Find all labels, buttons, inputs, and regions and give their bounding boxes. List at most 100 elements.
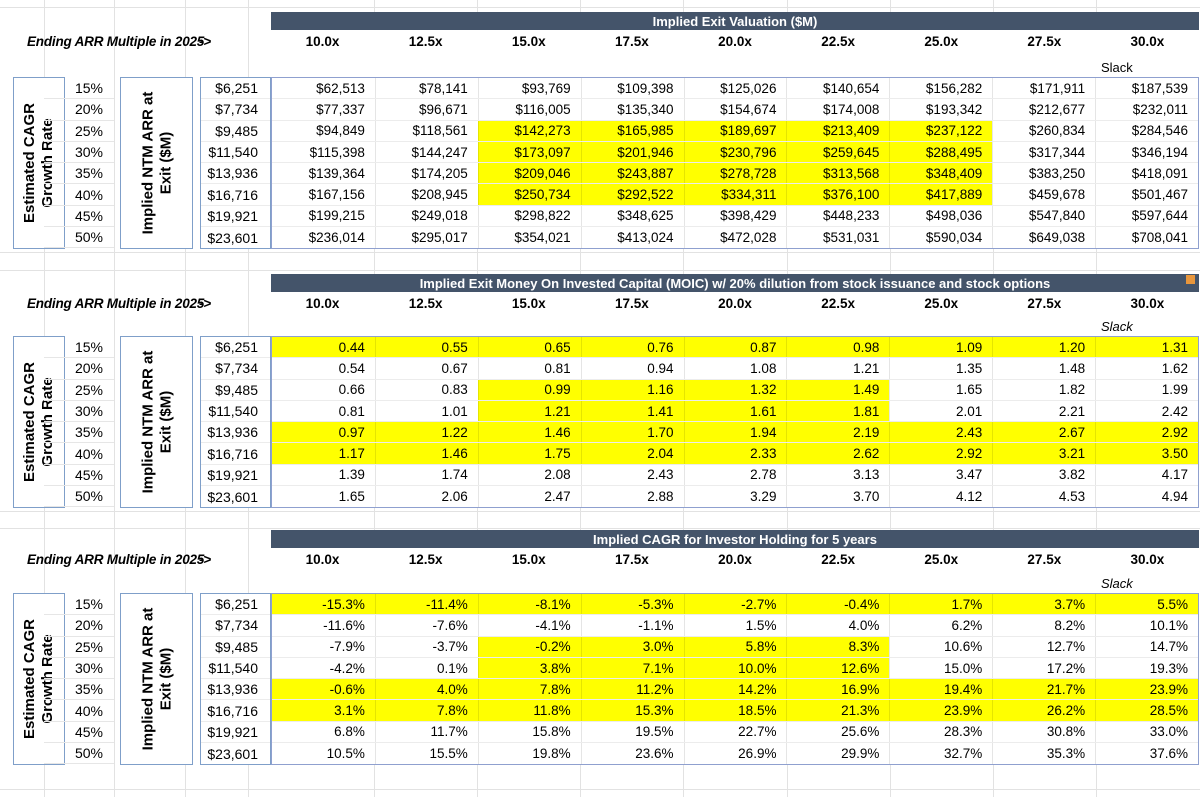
- column-header-cell[interactable]: 20.0x: [718, 552, 752, 567]
- data-cell[interactable]: 1.09: [889, 337, 993, 358]
- column-header-cell[interactable]: 25.0x: [924, 552, 959, 567]
- arr-value-cell[interactable]: $6,251: [201, 594, 270, 616]
- data-cell[interactable]: 16.9%: [786, 679, 890, 700]
- data-cell[interactable]: 4.0%: [786, 615, 889, 636]
- data-cell[interactable]: 0.67: [374, 358, 478, 379]
- data-cell[interactable]: -7.6%: [374, 615, 478, 636]
- data-cell[interactable]: 0.97: [272, 422, 375, 443]
- data-cell[interactable]: 3.7%: [992, 594, 1096, 615]
- rotated-label-growth-rate[interactable]: Estimated CAGR Growth Rate: [13, 336, 65, 509]
- data-cell[interactable]: 1.65: [338, 489, 365, 505]
- data-cell[interactable]: 2.88: [580, 486, 684, 508]
- data-cell[interactable]: 7.1%: [580, 657, 684, 679]
- growth-rate-cell[interactable]: 50%: [44, 227, 114, 249]
- column-header-cell[interactable]: 17.5x: [614, 34, 649, 49]
- data-cell[interactable]: 2.43: [889, 422, 993, 443]
- arr-value-cell[interactable]: $19,921: [201, 465, 270, 487]
- data-cell[interactable]: 10.0%: [683, 657, 787, 679]
- data-cell[interactable]: 1.08: [683, 358, 787, 379]
- data-cell[interactable]: 0.76: [580, 337, 684, 358]
- arr-value-cell[interactable]: $13,936: [201, 679, 270, 701]
- data-cell[interactable]: 3.1%: [272, 700, 375, 721]
- data-cell[interactable]: 0.98: [786, 337, 890, 358]
- data-cell[interactable]: 30.8%: [992, 721, 1095, 743]
- arr-value-cell[interactable]: $7,734: [201, 99, 270, 121]
- data-cell[interactable]: 29.9%: [786, 743, 889, 765]
- data-cell[interactable]: $212,677: [992, 99, 1095, 120]
- data-cell[interactable]: $348,625: [580, 205, 684, 227]
- data-cell[interactable]: 2.92: [1095, 422, 1199, 443]
- data-cell[interactable]: 0.66: [338, 382, 365, 398]
- data-cell[interactable]: 19.4%: [889, 679, 993, 700]
- data-cell[interactable]: $649,038: [992, 227, 1095, 249]
- data-cell[interactable]: $173,097: [477, 141, 581, 163]
- data-cell[interactable]: 6.2%: [889, 615, 992, 636]
- slack-label-cell[interactable]: Slack: [1101, 576, 1133, 591]
- data-cell[interactable]: 8.2%: [992, 615, 1095, 636]
- column-header-cell[interactable]: 27.5x: [1027, 552, 1062, 567]
- data-cell[interactable]: 1.01: [374, 400, 478, 422]
- data-cell[interactable]: $418,091: [1095, 163, 1198, 184]
- data-cell[interactable]: 1.7%: [889, 594, 993, 615]
- growth-rate-cell[interactable]: 45%: [44, 206, 114, 228]
- data-cell[interactable]: $115,398: [309, 144, 365, 160]
- data-cell[interactable]: 26.9%: [683, 743, 787, 765]
- ending-arr-multiple-label[interactable]: Ending ARR Multiple in 2025: [27, 34, 205, 49]
- column-header-cell[interactable]: 10.0x: [305, 296, 340, 311]
- data-cell[interactable]: $250,734: [477, 184, 581, 205]
- data-cell[interactable]: 19.8%: [477, 743, 581, 765]
- data-cell[interactable]: 0.83: [374, 379, 478, 400]
- arr-value-cell[interactable]: $6,251: [201, 337, 270, 359]
- growth-rate-cell[interactable]: 25%: [44, 121, 114, 142]
- arr-value-cell[interactable]: $13,936: [201, 163, 270, 185]
- column-header-cell[interactable]: 20.0x: [718, 296, 752, 311]
- rotated-label-ntm-arr[interactable]: Implied NTM ARR at Exit ($M): [120, 77, 193, 250]
- data-cell[interactable]: $199,215: [308, 208, 365, 224]
- arr-value-cell[interactable]: $19,921: [201, 206, 270, 228]
- data-cell[interactable]: 2.42: [1095, 400, 1198, 422]
- data-cell[interactable]: $171,911: [992, 78, 1095, 99]
- column-header-cell[interactable]: 12.5x: [408, 296, 443, 311]
- growth-rate-cell[interactable]: 45%: [44, 722, 114, 744]
- growth-rate-cell[interactable]: 15%: [44, 337, 114, 359]
- data-cell[interactable]: 0.87: [683, 337, 787, 358]
- growth-rate-cell[interactable]: 30%: [44, 142, 114, 164]
- data-cell[interactable]: $292,522: [580, 184, 684, 205]
- data-cell[interactable]: -11.4%: [374, 594, 478, 615]
- data-cell[interactable]: 12.7%: [992, 636, 1095, 657]
- data-cell[interactable]: 10.6%: [889, 636, 992, 657]
- growth-rate-cell[interactable]: 25%: [44, 637, 114, 658]
- data-cell[interactable]: 14.2%: [683, 679, 787, 700]
- data-cell[interactable]: $174,008: [786, 99, 889, 120]
- data-cell[interactable]: 26.2%: [992, 700, 1096, 721]
- data-cell[interactable]: 1.17: [272, 443, 375, 464]
- data-cell[interactable]: 3.82: [992, 464, 1095, 486]
- data-cell[interactable]: 3.8%: [477, 657, 581, 679]
- rotated-label-ntm-arr[interactable]: Implied NTM ARR at Exit ($M): [120, 336, 193, 509]
- arr-value-cell[interactable]: $11,540: [201, 142, 270, 164]
- data-cell[interactable]: $77,337: [316, 101, 365, 117]
- data-cell[interactable]: 1.20: [992, 337, 1096, 358]
- data-cell[interactable]: 1.46: [374, 443, 478, 464]
- growth-rate-cell[interactable]: 40%: [44, 701, 114, 722]
- data-cell[interactable]: $590,034: [889, 227, 992, 249]
- data-cell[interactable]: 14.7%: [1095, 636, 1198, 657]
- growth-rate-cell[interactable]: 15%: [44, 78, 114, 100]
- rotated-label-growth-rate[interactable]: Estimated CAGR Growth Rate: [13, 77, 65, 250]
- data-cell[interactable]: 11.2%: [580, 679, 684, 700]
- data-cell[interactable]: 1.31: [1095, 337, 1199, 358]
- arrow-label[interactable]: ->: [199, 34, 212, 49]
- data-cell[interactable]: $398,429: [683, 205, 787, 227]
- column-header-cell[interactable]: 30.0x: [1130, 34, 1165, 49]
- data-cell[interactable]: $144,247: [374, 141, 478, 163]
- arrow-label[interactable]: ->: [199, 296, 212, 311]
- growth-rate-cell[interactable]: 35%: [44, 163, 114, 185]
- arrow-label[interactable]: ->: [199, 552, 212, 567]
- data-cell[interactable]: $135,340: [580, 99, 684, 120]
- data-cell[interactable]: 1.21: [786, 358, 889, 379]
- data-cell[interactable]: $243,887: [580, 163, 684, 184]
- data-cell[interactable]: 6.8%: [334, 724, 365, 740]
- ending-arr-multiple-label[interactable]: Ending ARR Multiple in 2025: [27, 552, 205, 567]
- data-cell[interactable]: 37.6%: [1095, 743, 1198, 765]
- data-cell[interactable]: 5.5%: [1095, 594, 1199, 615]
